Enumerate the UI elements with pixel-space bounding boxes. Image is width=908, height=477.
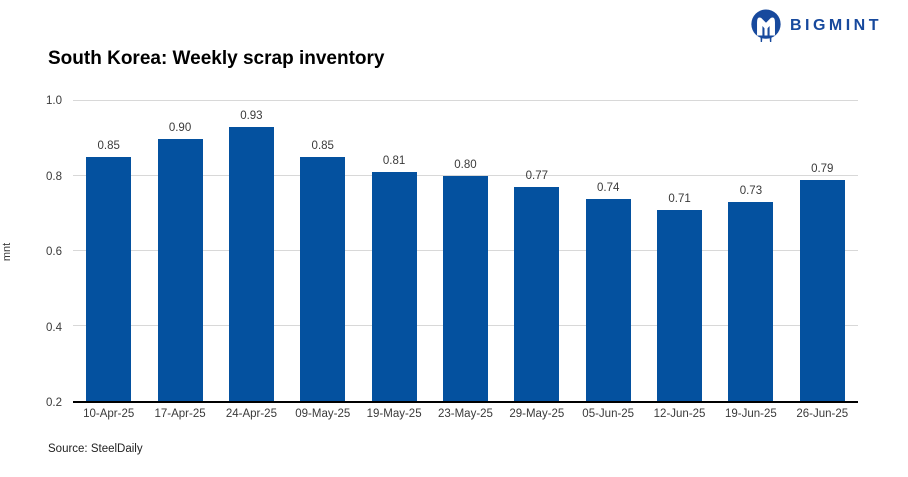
bar: 0.85 [86, 140, 132, 401]
bigmint-logo: BIGMINT [749, 7, 882, 45]
y-axis: 0.2 0.4 0.6 0.8 1.0 [26, 95, 68, 409]
bar-slot: 0.85 [287, 101, 358, 401]
bar-value-label: 0.73 [739, 185, 763, 198]
bar-slot: 0.85 [73, 101, 144, 401]
y-axis-tick-label: 0.4 [46, 321, 62, 334]
bar: 0.81 [371, 155, 417, 401]
bar-value-label: 0.93 [240, 110, 263, 123]
bar: 0.74 [585, 182, 631, 401]
bigmint-logo-icon [749, 7, 783, 45]
x-axis: 10-Apr-25 17-Apr-25 24-Apr-25 09-May-25 19-M… [73, 408, 858, 420]
bar-value-label: 0.81 [382, 155, 406, 168]
y-axis-tick-label: 0.8 [46, 170, 62, 183]
bar-value-label: 0.90 [168, 121, 192, 134]
bar: 0.85 [300, 140, 346, 401]
bar: 0.77 [514, 170, 560, 401]
y-axis-tick-label: 1.0 [46, 95, 62, 107]
bar-slot: 0.80 [430, 101, 501, 401]
bar-value-label: 0.77 [525, 170, 549, 183]
y-axis-tick-label: 0.6 [46, 246, 62, 258]
bar: 0.73 [728, 185, 774, 401]
bar-value-label: 0.74 [596, 181, 620, 194]
gridline [73, 175, 858, 176]
chart-title: South Korea: Weekly scrap inventory [48, 48, 385, 69]
bar-slot: 0.90 [144, 101, 215, 401]
plot-area: 0.85 0.90 0.93 0.85 0.81 0.80 0.77 0.74 0.71 0.73… [73, 100, 858, 403]
x-axis-tick-label: 05-Jun-25 [582, 408, 635, 420]
bar: 0.93 [228, 110, 274, 401]
x-axis-tick-label: 19-Jun-25 [725, 408, 777, 420]
x-axis-tick-label: 26-Jun-25 [796, 408, 849, 420]
x-axis-tick-label: 19-May-25 [366, 408, 422, 420]
bar: 0.80 [442, 159, 488, 401]
bigmint-logo-text: BIGMINT [789, 17, 882, 34]
bar-slot: 0.77 [501, 101, 572, 401]
bar-value-label: 0.79 [811, 162, 834, 175]
y-axis-title: mnt [1, 242, 14, 262]
x-axis-tick-label: 23-May-25 [437, 408, 493, 420]
x-axis-tick-label: 24-Apr-25 [225, 408, 277, 420]
x-axis-tick-label: 09-May-25 [295, 408, 351, 420]
bar-slot: 0.81 [358, 101, 429, 401]
x-axis-tick-label: 29-May-25 [509, 408, 565, 420]
bar: 0.79 [799, 163, 845, 401]
bar-series: 0.85 0.90 0.93 0.85 0.81 0.80 0.77 0.74 0.71 0.73… [73, 101, 858, 401]
x-axis-tick-label: 12-Jun-25 [653, 408, 706, 420]
x-axis-tick-label: 17-Apr-25 [154, 408, 206, 420]
y-axis-tick-label: 0.2 [46, 397, 62, 409]
source-note: Source: SteelDaily [48, 443, 143, 455]
bar-value-label: 0.85 [311, 140, 334, 153]
bar-slot: 0.79 [787, 101, 858, 401]
bar-slot: 0.74 [573, 101, 644, 401]
x-axis-tick-label: 10-Apr-25 [83, 408, 135, 420]
bar: 0.90 [157, 122, 203, 401]
bar-value-label: 0.71 [668, 192, 691, 205]
bar-value-label: 0.80 [454, 159, 477, 171]
bar-slot: 0.73 [715, 101, 786, 401]
bar: 0.71 [657, 193, 703, 401]
gridline [73, 100, 858, 101]
bar-value-label: 0.85 [97, 140, 120, 153]
bar-slot: 0.93 [216, 101, 287, 401]
bar-slot: 0.71 [644, 101, 715, 401]
